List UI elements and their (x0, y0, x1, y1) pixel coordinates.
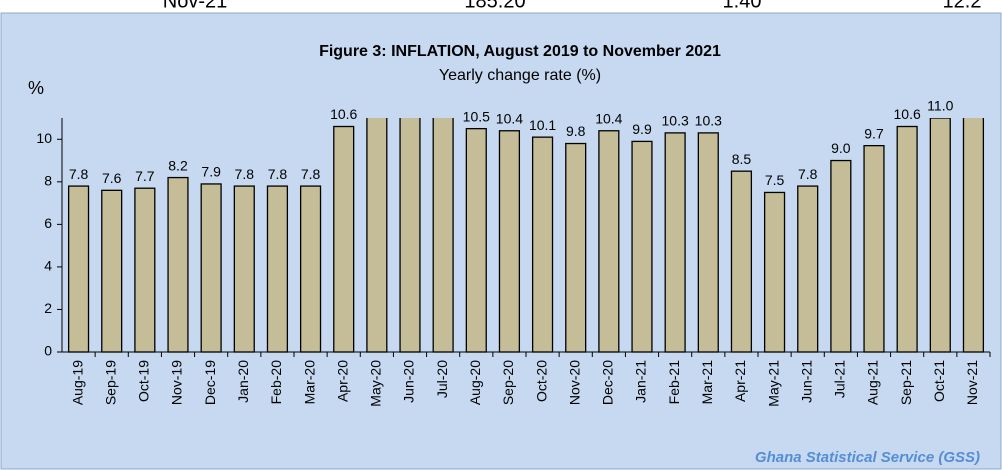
data-label: 7.8 (798, 166, 818, 182)
x-tick-label: Mar-20 (301, 360, 317, 405)
bar (565, 142, 587, 353)
bar (101, 189, 123, 353)
cell: 1.40 (723, 0, 762, 12)
bar (200, 183, 222, 353)
data-label: 7.8 (268, 166, 288, 182)
bar (498, 130, 521, 353)
x-tick-label: Sep-21 (898, 360, 914, 405)
data-label: 9.0 (831, 140, 851, 156)
x-tick-label: Jan-21 (633, 360, 649, 403)
x-tick-label: May-21 (765, 360, 781, 407)
data-label: 10.1 (529, 117, 556, 133)
bar (896, 125, 918, 353)
data-label: 7.8 (301, 166, 321, 182)
y-tick-label: 10 (36, 130, 52, 146)
data-label: 7.8 (235, 166, 255, 182)
data-label: 10.6 (894, 106, 921, 122)
data-label: 11.0 (927, 98, 953, 114)
bar (863, 145, 885, 353)
chart-subtitle: Yearly change rate (%) (439, 67, 601, 84)
data-label: 10.4 (496, 110, 523, 126)
y-axis-label: % (28, 78, 44, 98)
bar (631, 140, 653, 353)
data-label: 10.5 (463, 108, 490, 124)
x-tick-label: Sep-19 (102, 360, 118, 405)
data-label: 7.7 (135, 168, 155, 184)
bar (962, 118, 985, 353)
x-tick-label: Jun-21 (798, 360, 814, 403)
x-tick-label: Sep-20 (500, 360, 516, 405)
bar (929, 118, 951, 353)
data-label: 8.2 (168, 157, 188, 173)
x-tick-label: Apr-20 (334, 360, 350, 402)
bar (797, 185, 819, 353)
data-label: 9.8 (566, 123, 586, 139)
bar (432, 118, 454, 353)
cell: 185.20 (464, 0, 525, 12)
x-tick-label: Oct-20 (533, 360, 549, 402)
data-label: 7.6 (102, 170, 122, 186)
bar (266, 185, 289, 353)
y-tick-label: 4 (44, 258, 52, 274)
data-label: 9.7 (864, 125, 884, 141)
data-label: 8.5 (732, 151, 752, 167)
bar (134, 187, 156, 353)
x-tick-label: Nov-21 (964, 360, 980, 405)
bar (465, 127, 487, 353)
cell: 12.2 (943, 0, 982, 12)
data-label: 7.9 (201, 164, 221, 180)
x-tick-label: Nov-19 (169, 360, 185, 405)
bar (233, 185, 255, 353)
x-tick-label: Aug-21 (865, 360, 881, 405)
data-label: 9.9 (632, 121, 652, 137)
y-tick-label: 8 (44, 173, 52, 189)
x-tick-label: Apr-21 (732, 360, 748, 402)
bar (830, 159, 852, 353)
y-tick-label: 2 (44, 300, 52, 316)
x-tick-label: Feb-21 (666, 360, 682, 405)
cell: Nov-21 (163, 0, 227, 12)
data-label: 10.3 (662, 113, 689, 129)
x-tick-label: Mar-21 (699, 360, 715, 405)
bar (167, 176, 189, 353)
x-tick-label: Dec-19 (202, 360, 218, 405)
x-tick-label: May-20 (368, 360, 384, 407)
bar (399, 118, 421, 353)
bar (598, 130, 620, 353)
data-label: 7.5 (765, 172, 785, 188)
bars (67, 118, 985, 353)
data-label: 7.8 (69, 166, 89, 182)
bar (730, 170, 753, 353)
x-tick-label: Jun-20 (401, 360, 417, 403)
table-row: Nov-21 185.20 1.40 12.2 (163, 0, 982, 12)
bar (531, 136, 554, 353)
x-tick-label: Aug-20 (467, 360, 483, 405)
y-tick-label: 0 (44, 343, 52, 359)
x-tick-label: Jul-21 (832, 360, 848, 398)
chart-title: Figure 3: INFLATION, August 2019 to Nove… (319, 43, 721, 60)
x-tick-label: Feb-20 (268, 360, 284, 405)
x-tick-label: Aug-19 (69, 360, 85, 405)
bar (299, 185, 322, 353)
x-tick-label: Oct-19 (136, 360, 152, 402)
bar (697, 132, 719, 353)
x-tick-label: Jan-20 (235, 360, 251, 403)
x-tick-label: Jul-20 (434, 360, 450, 398)
source: Ghana Statistical Service (GSS) (755, 449, 980, 466)
x-tick-label: Nov-20 (566, 360, 582, 405)
bar (333, 125, 355, 353)
x-tick-label: Dec-20 (600, 360, 616, 405)
y-tick-label: 6 (44, 215, 52, 231)
bar (763, 191, 786, 353)
data-label: 10.3 (695, 113, 722, 129)
x-tick-label: Oct-21 (931, 360, 947, 402)
data-label: 10.6 (330, 106, 357, 122)
bar (67, 185, 90, 353)
bar (664, 132, 686, 353)
data-label: 10.4 (595, 110, 622, 126)
bar (366, 118, 388, 353)
